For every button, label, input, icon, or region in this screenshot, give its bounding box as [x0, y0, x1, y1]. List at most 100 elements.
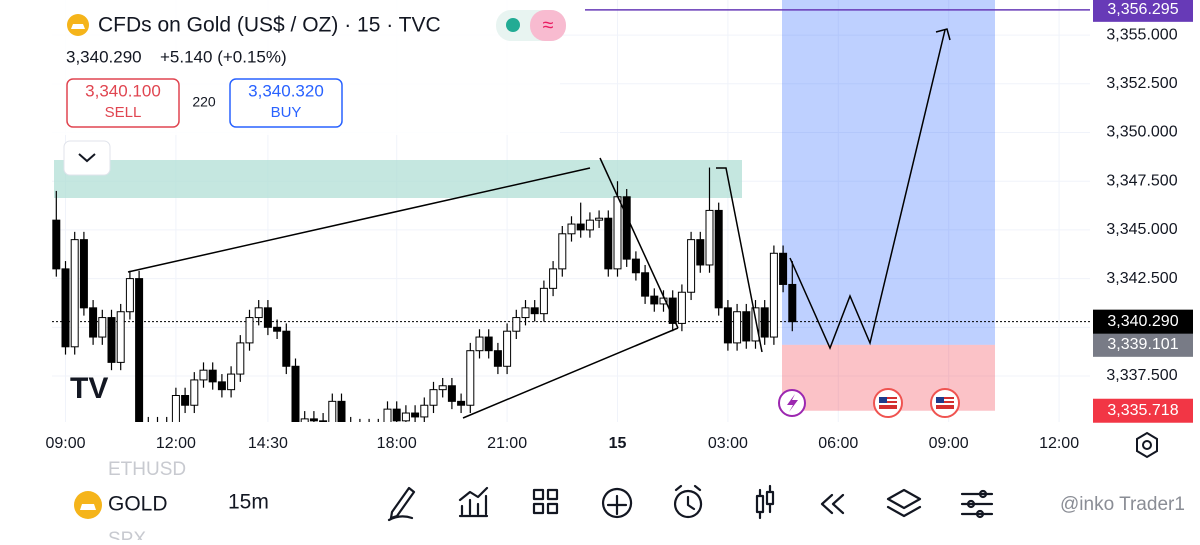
candle-body — [79, 239, 88, 309]
candle-body — [447, 385, 456, 402]
candle-body — [733, 311, 742, 344]
x-tick-label: 18:00 — [377, 435, 417, 452]
candle-body — [411, 412, 420, 418]
candle-body — [567, 223, 576, 235]
market-open-dot — [506, 18, 520, 32]
candle-body — [484, 336, 493, 352]
x-tick-label: 15 — [609, 435, 627, 452]
buy-button[interactable] — [229, 78, 343, 128]
candle-body — [52, 219, 61, 270]
candle-body — [309, 418, 318, 422]
candle-body — [328, 400, 337, 422]
status-badge — [530, 10, 566, 41]
candle-body — [696, 239, 705, 266]
y-tick-label: 3,345.000 — [1106, 221, 1177, 238]
watchlist-item[interactable]: ETHUSD — [108, 459, 186, 480]
sell-price: 3,340.100 — [85, 81, 161, 100]
candle-body — [521, 307, 530, 319]
projection-path — [789, 29, 946, 350]
candle-body — [61, 268, 70, 348]
candle-body — [291, 365, 300, 422]
chevron — [78, 153, 96, 163]
candle-body — [723, 307, 732, 344]
draw-tool[interactable] — [387, 486, 416, 522]
y-tick-label: 3,342.500 — [1106, 270, 1177, 287]
candle-body — [549, 268, 558, 289]
candle-body — [429, 389, 438, 406]
candle-body — [190, 379, 199, 406]
candle-body — [254, 307, 263, 319]
candle-body — [208, 369, 217, 383]
candle-body — [475, 336, 484, 352]
candle-body — [420, 404, 429, 418]
sell-label: SELL — [105, 104, 142, 121]
candle-body — [171, 395, 180, 422]
spread: 220 — [192, 94, 216, 110]
candle-body — [438, 385, 447, 391]
candle-body — [604, 217, 613, 270]
candle-body — [466, 350, 475, 406]
us-flag-event[interactable] — [930, 388, 960, 418]
interval[interactable]: 15m — [228, 491, 269, 514]
watchlist-item[interactable]: SPX — [108, 529, 146, 545]
candle-body — [760, 307, 769, 338]
trend-line — [462, 327, 679, 419]
replay-tool[interactable] — [820, 493, 845, 515]
last-price: 3,340.290 — [66, 47, 142, 66]
lightning — [787, 394, 798, 412]
trend-line — [127, 167, 591, 273]
alert-tool[interactable] — [673, 484, 703, 519]
candles — [52, 167, 797, 431]
symbol-title: CFDs on Gold (US$ / OZ) · 15 · TVC — [98, 14, 441, 37]
zones — [52, 0, 1090, 411]
candle-body — [116, 311, 125, 363]
x-tick-label: 14:30 — [248, 435, 288, 452]
status-symbol: ≈ — [543, 14, 554, 36]
candle-body — [356, 427, 363, 429]
buy-price: 3,340.320 — [248, 81, 324, 100]
chart-type-tool[interactable] — [755, 484, 775, 520]
trend-line — [716, 167, 763, 353]
settings-icon[interactable] — [1136, 431, 1158, 459]
stop-label-bg — [1093, 398, 1193, 423]
candle-body — [125, 278, 134, 313]
candle-body — [89, 307, 98, 338]
candle-body — [347, 425, 354, 429]
drawings — [127, 28, 951, 419]
candle-body — [375, 427, 382, 431]
watchlist-item[interactable]: GOLD — [108, 493, 168, 516]
candle-body — [154, 425, 161, 429]
candle-body — [558, 233, 567, 270]
settings-tool[interactable] — [960, 489, 994, 519]
toolbar: ETHUSD GOLD SPX 15m @inko Trader1 — [74, 459, 1185, 545]
collapse-button[interactable] — [63, 140, 111, 176]
candle-body — [622, 196, 631, 260]
x-tick-label: 09:00 — [929, 435, 969, 452]
resistance-zone — [54, 160, 742, 198]
sell-button[interactable] — [66, 78, 180, 128]
add-tool[interactable] — [601, 487, 633, 519]
candle-body — [383, 408, 392, 422]
candle-body — [613, 196, 622, 270]
candle-body — [392, 408, 401, 422]
candle-body — [337, 400, 346, 422]
candle-body — [751, 307, 760, 342]
us-flag-event[interactable] — [873, 388, 903, 418]
candle-body — [217, 381, 226, 391]
x-tick-label: 12:00 — [156, 435, 196, 452]
candle-body — [273, 326, 282, 332]
candle-body — [263, 307, 272, 328]
stop-label: 3,335.718 — [1107, 402, 1178, 419]
indicators-tool[interactable] — [458, 486, 489, 518]
layers-tool[interactable] — [886, 488, 922, 518]
trend-line — [599, 157, 679, 329]
event-icons — [778, 388, 960, 418]
candle-body — [769, 252, 778, 338]
candle-body — [668, 297, 677, 324]
x-tick-label: 12:00 — [1039, 435, 1079, 452]
candle-body — [714, 209, 723, 309]
candle-body — [503, 330, 512, 367]
layout-tool[interactable] — [532, 488, 559, 515]
candle-body — [107, 317, 116, 363]
